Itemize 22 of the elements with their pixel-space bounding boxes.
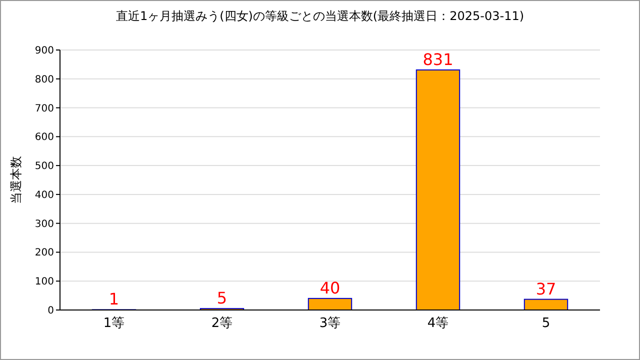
y-axis-title: 当選本数	[9, 156, 23, 204]
x-tick-label: 5	[542, 316, 550, 331]
data-label: 40	[320, 278, 340, 298]
x-tick-label: 1等	[103, 316, 125, 331]
chart-title: 直近1ヶ月抽選みう(四女)の等級ごとの当選本数(最終抽選日：2025-03-11)	[116, 9, 524, 23]
y-tick-label: 900	[34, 46, 54, 56]
y-tick-label: 400	[34, 190, 54, 201]
y-tick-label: 500	[34, 161, 54, 172]
y-tick-label: 700	[34, 103, 54, 114]
x-tick-label: 4等	[427, 316, 449, 331]
y-tick-label: 600	[34, 132, 54, 144]
y-tick-label: 0	[48, 306, 54, 316]
data-label: 5	[216, 288, 228, 308]
data-label: 831	[422, 50, 454, 69]
data-label: 37	[536, 279, 556, 298]
x-tick-label: 3等	[319, 316, 341, 331]
y-tick-label: 300	[34, 218, 54, 230]
x-tick-label: 2等	[211, 316, 233, 331]
data-label: 1	[108, 290, 120, 309]
y-tick-label: 800	[34, 74, 54, 86]
y-tick-label: 100	[34, 276, 54, 288]
y-tick-label: 200	[34, 248, 54, 259]
